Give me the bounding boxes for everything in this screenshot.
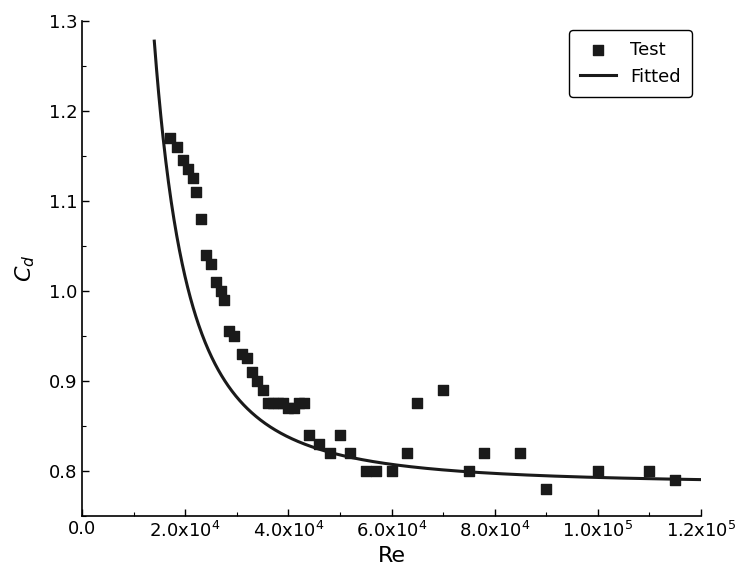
Test bbox=[592, 466, 604, 475]
Test bbox=[401, 448, 413, 457]
Test bbox=[669, 475, 681, 484]
Test bbox=[187, 173, 199, 183]
Test bbox=[411, 398, 423, 408]
Fitted bbox=[576, 473, 585, 480]
Test bbox=[540, 484, 552, 493]
Test bbox=[514, 448, 526, 457]
Test bbox=[478, 448, 490, 457]
Test bbox=[172, 142, 184, 151]
Test bbox=[210, 277, 222, 287]
Test bbox=[190, 187, 202, 197]
Test bbox=[246, 367, 258, 376]
Fitted bbox=[206, 350, 214, 357]
Y-axis label: $C_d$: $C_d$ bbox=[14, 255, 38, 282]
Test bbox=[215, 286, 227, 295]
Test bbox=[223, 327, 235, 336]
Test bbox=[262, 398, 274, 408]
Line: Fitted: Fitted bbox=[154, 41, 701, 480]
Test bbox=[251, 376, 263, 385]
Test bbox=[283, 403, 295, 412]
Test bbox=[241, 354, 253, 363]
Test bbox=[386, 466, 398, 475]
Fitted bbox=[150, 38, 159, 45]
Test bbox=[644, 466, 656, 475]
Test bbox=[303, 430, 315, 439]
Fitted bbox=[391, 461, 400, 468]
Test bbox=[195, 214, 207, 223]
Test bbox=[298, 398, 310, 408]
Fitted bbox=[370, 458, 380, 465]
X-axis label: Re: Re bbox=[377, 546, 406, 566]
Test bbox=[200, 250, 211, 259]
Test bbox=[256, 385, 268, 394]
Test bbox=[278, 398, 290, 408]
Test bbox=[267, 398, 279, 408]
Test bbox=[324, 448, 336, 457]
Test bbox=[370, 466, 382, 475]
Test bbox=[360, 466, 372, 475]
Legend: Test, Fitted: Test, Fitted bbox=[569, 30, 692, 97]
Test bbox=[463, 466, 475, 475]
Test bbox=[344, 448, 356, 457]
Test bbox=[272, 398, 284, 408]
Fitted bbox=[586, 474, 595, 481]
Fitted bbox=[697, 476, 706, 483]
Fitted bbox=[525, 472, 534, 478]
Test bbox=[314, 439, 326, 448]
Test bbox=[292, 398, 304, 408]
Test bbox=[334, 430, 346, 439]
Test bbox=[182, 165, 194, 174]
Test bbox=[205, 259, 217, 269]
Test bbox=[437, 385, 449, 394]
Test bbox=[228, 331, 240, 340]
Test bbox=[236, 349, 248, 358]
Test bbox=[177, 155, 189, 165]
Test bbox=[218, 295, 230, 305]
Test bbox=[287, 403, 299, 412]
Test bbox=[164, 133, 176, 143]
